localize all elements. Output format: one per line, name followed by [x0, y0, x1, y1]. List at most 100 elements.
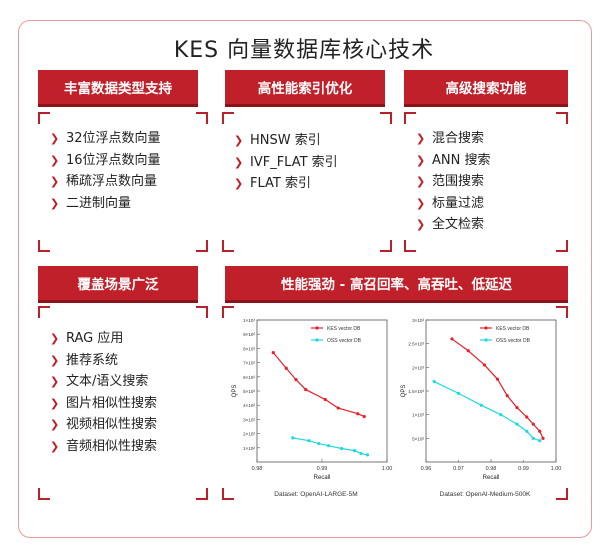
list-item: ❯ 二进制向量	[50, 193, 161, 215]
chevron-right-icon: ❯	[234, 155, 244, 169]
list-item: ❯ 32位浮点数向量	[50, 128, 161, 150]
data-point	[304, 387, 308, 392]
chart-medium-500k: 3×10³ 2.5×10³ 2×10³ 1.5×10³ 1×10³ 5×10² 0.96 0.…	[401, 318, 561, 498]
list-item: ❯ 推荐系统	[50, 350, 157, 372]
y-tick-label: 7×10²	[243, 361, 255, 366]
legend-marker	[315, 338, 319, 342]
list-item-label: 视频相似性搜索	[66, 417, 158, 433]
chart-large-5m: 1×10³ 9×10² 8×10² 7×10² 6×10² 5×10² 4×10² 3×10²…	[232, 318, 393, 498]
chevron-right-icon: ❯	[234, 177, 244, 191]
plot-area	[425, 319, 557, 463]
y-axis-label: QPS	[401, 385, 407, 398]
data-point	[495, 377, 500, 381]
x-tick-label: 0.99	[518, 466, 529, 472]
list-item-label: ANN 搜索	[432, 152, 491, 168]
legend-label: OSS vector DB	[496, 338, 531, 344]
x-tick-label: 0.96	[421, 466, 432, 472]
chevron-right-icon: ❯	[50, 396, 60, 410]
index-list: ❯ HNSW 索引 ❯ IVF_FLAT 索引 ❯ FLAT 索引	[234, 130, 338, 195]
data-point	[456, 391, 461, 395]
card-heading-performance: 性能强劲 - 高召回率、高吞吐、低延迟	[225, 266, 568, 300]
search-list: ❯ 混合搜索 ❯ ANN 搜索 ❯ 范围搜索 ❯ 标量过滤 ❯ 全文检索	[416, 128, 490, 236]
y-tick-label: 1×10²	[243, 446, 255, 451]
list-item: ❯ HNSW 索引	[234, 130, 338, 152]
y-tick-label: 9×10²	[243, 332, 255, 337]
chevron-right-icon: ❯	[50, 353, 60, 367]
data-point	[365, 453, 370, 457]
chevron-right-icon: ❯	[50, 132, 60, 145]
card-data-types: ❯ 32位浮点数向量 ❯ 16位浮点数向量 ❯ 稀疏浮点数向量 ❯ 二进制向量	[38, 112, 208, 252]
data-point	[339, 446, 344, 451]
y-tick-label: 1×10³	[412, 413, 424, 418]
list-item: ❯ 视频相似性搜索	[50, 414, 157, 436]
x-axis-label: Recall	[314, 475, 331, 481]
chevron-right-icon: ❯	[416, 175, 426, 189]
list-item: ❯ 全文检索	[416, 214, 490, 236]
page-title: KES 向量数据库核心技术	[173, 38, 435, 63]
list-item: ❯ FLAT 索引	[234, 173, 338, 195]
list-item: ❯ 范围搜索	[416, 171, 490, 193]
data-point	[271, 351, 275, 355]
legend-marker	[315, 326, 319, 330]
legend-marker	[484, 326, 488, 330]
data-point	[525, 429, 529, 433]
y-tick-label: 6×10²	[243, 375, 255, 380]
plot-area	[256, 319, 388, 463]
data-point	[505, 394, 509, 398]
data-point	[531, 436, 535, 440]
card-scenarios: ❯ RAG 应用 ❯ 推荐系统 ❯ 文本/语义搜索 ❯ 图片相似性搜索 ❯ 视频相似性搜索 ❯ 音频相…	[38, 306, 208, 500]
chevron-right-icon: ❯	[234, 134, 244, 147]
data-point	[432, 379, 436, 384]
list-item-label: 标量过滤	[432, 195, 485, 211]
data-point	[515, 422, 519, 426]
chevron-right-icon: ❯	[50, 332, 60, 345]
chevron-right-icon: ❯	[50, 196, 60, 210]
data-point	[291, 436, 295, 440]
card-heading-search: 高级搜索功能	[404, 70, 568, 104]
chevron-right-icon: ❯	[50, 153, 60, 167]
data-point	[515, 405, 519, 410]
list-item: ❯ 16位浮点数向量	[50, 150, 161, 172]
x-tick-label: 0.98	[252, 466, 263, 472]
chevron-right-icon: ❯	[416, 196, 426, 210]
data-point	[294, 378, 298, 382]
legend-label: KES vector DB	[327, 326, 361, 332]
list-item-label: 文本/语义搜索	[66, 374, 149, 390]
y-tick-label: 3×10³	[412, 318, 424, 323]
chevron-right-icon: ❯	[416, 132, 426, 145]
x-tick-label: 1.00	[382, 466, 393, 472]
legend-label: OSS vector DB	[327, 338, 362, 344]
list-item: ❯ ANN 搜索	[416, 150, 490, 172]
data-point	[531, 422, 535, 426]
y-tick-label: 1×10³	[243, 318, 255, 323]
y-axis-label: QPS	[232, 385, 238, 398]
list-item-label: 全文检索	[432, 217, 485, 233]
list-item: ❯ 图片相似性搜索	[50, 393, 157, 415]
list-item-label: 音频相似性搜索	[66, 438, 158, 454]
data-point	[482, 363, 487, 367]
list-item-label: 图片相似性搜索	[66, 395, 158, 411]
list-item-label: 16位浮点数向量	[66, 152, 161, 168]
data-types-list: ❯ 32位浮点数向量 ❯ 16位浮点数向量 ❯ 稀疏浮点数向量 ❯ 二进制向量	[50, 128, 161, 214]
series-line-0	[272, 352, 365, 418]
chevron-right-icon: ❯	[50, 439, 60, 453]
data-point	[538, 429, 542, 433]
legend-label: KES vector DB	[496, 326, 530, 332]
data-point	[525, 415, 529, 419]
series-line-0	[451, 338, 544, 439]
list-item-label: 混合搜索	[432, 131, 485, 146]
y-tick-label: 5×10²	[243, 389, 255, 394]
list-item-label: HNSW 索引	[250, 133, 321, 148]
list-item: ❯ RAG 应用	[50, 328, 157, 350]
chart-caption: Dataset: OpenAI-Medium-500K	[440, 491, 531, 498]
list-item: ❯ 音频相似性搜索	[50, 436, 157, 458]
y-tick-label: 2×10³	[412, 365, 424, 370]
data-point	[450, 337, 454, 341]
list-item-label: 范围搜索	[432, 174, 485, 190]
data-point	[326, 444, 331, 448]
list-item: ❯ 标量过滤	[416, 193, 490, 215]
data-point	[538, 439, 542, 443]
data-point	[466, 349, 470, 353]
data-point	[499, 413, 503, 417]
list-item: ❯ 文本/语义搜索	[50, 371, 157, 393]
